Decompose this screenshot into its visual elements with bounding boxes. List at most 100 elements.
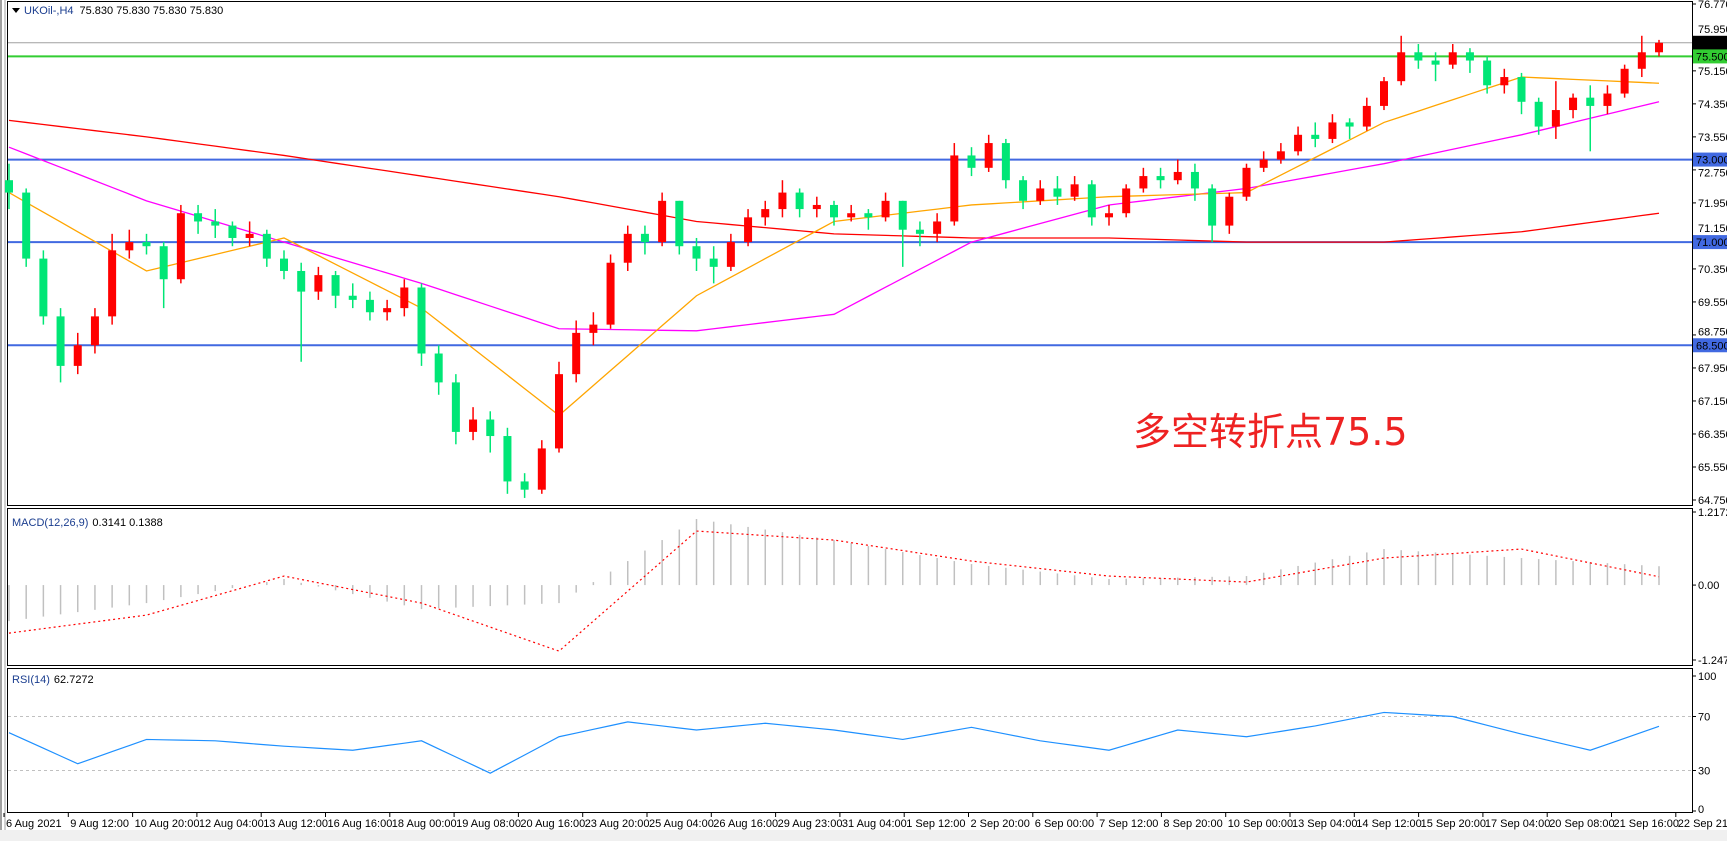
candle-body: [90, 316, 99, 346]
rsi-indicator: [8, 711, 1692, 774]
candle-body: [1431, 60, 1440, 65]
time-tick-label: 13 Sep 04:00: [1292, 818, 1357, 830]
candle-body: [589, 324, 598, 333]
candle-body: [830, 204, 838, 218]
price-tick-label: 70.350: [1698, 264, 1727, 276]
level-tag-bg: [1693, 235, 1727, 250]
candle-body: [1019, 180, 1028, 201]
dropdown-triangle-icon[interactable]: [12, 8, 20, 13]
ma-slow-line: [8, 119, 1660, 243]
price-tick-label: 69.550: [1698, 297, 1727, 309]
time-tick-label: 18 Aug 00:00: [392, 818, 457, 830]
candle-body: [1053, 188, 1062, 197]
candle-body: [1225, 196, 1234, 226]
candle-body: [1414, 52, 1423, 61]
candle-body: [1105, 213, 1113, 218]
price-tick-label: 66.350: [1698, 429, 1727, 441]
candle-body: [142, 242, 151, 247]
candle-body: [1328, 122, 1337, 139]
level-tag-bg: [1693, 152, 1727, 167]
price-tick-label: 74.350: [1698, 99, 1727, 111]
macd-tick-label: 1.2172: [1698, 507, 1727, 519]
candle-body: [73, 345, 82, 366]
time-tick-label: 9 Aug 12:00: [70, 818, 129, 830]
level-tag-label: 73.000: [1696, 155, 1727, 167]
rsi-label: RSI(14) 62.7272: [12, 674, 94, 686]
time-tick-label: 25 Aug 04:00: [649, 818, 714, 830]
candle-body: [640, 233, 649, 243]
candle-body: [1637, 52, 1646, 69]
candle-body: [1208, 188, 1217, 226]
macd-tick-label: 0.00: [1698, 580, 1719, 592]
candle-body: [451, 382, 460, 432]
candle-body: [1036, 188, 1045, 201]
candle-body: [915, 229, 924, 234]
macd-indicator: [8, 519, 1660, 652]
candle-body: [658, 200, 667, 243]
candle-body: [1001, 143, 1010, 181]
candle-body: [537, 448, 546, 490]
candle-body: [692, 246, 701, 259]
candle-body: [469, 419, 478, 432]
candle-body: [22, 192, 31, 259]
rsi-panel-frame: [7, 668, 1693, 813]
candle-body: [847, 213, 856, 218]
rsi-axis: 100 70 30 0: [1692, 671, 1716, 816]
level-tag-label: 68.500: [1696, 340, 1727, 352]
price-tick-label: 65.550: [1698, 462, 1727, 474]
candle-body: [314, 275, 323, 292]
time-tick-label: 15 Sep 20:00: [1421, 818, 1486, 830]
time-tick-label: 20 Sep 08:00: [1549, 818, 1614, 830]
candle-body: [1397, 52, 1406, 82]
price-tick-label: 76.770: [1698, 0, 1727, 11]
candle-body: [1156, 176, 1165, 181]
candle-body: [176, 213, 185, 280]
candle-body: [898, 200, 907, 230]
candle-body: [864, 213, 873, 218]
candle-body: [297, 270, 306, 292]
candle-body: [159, 246, 168, 280]
candle-body: [726, 242, 735, 267]
price-tick-label: 71.150: [1698, 223, 1727, 235]
price-tick-label: 73.550: [1698, 132, 1727, 144]
candle-body: [1448, 52, 1457, 65]
candle-body: [572, 332, 581, 375]
horizontal-levels[interactable]: [8, 42, 1692, 347]
macd-label: MACD(12,26,9) 0.3141 0.1388: [12, 517, 163, 529]
time-tick-label: 16 Aug 16:00: [328, 818, 393, 830]
time-tick-label: 20 Aug 16:00: [520, 818, 585, 830]
candle-body: [1294, 134, 1303, 152]
price-tick-label: 67.150: [1698, 396, 1727, 408]
macd-panel-frame: [7, 508, 1693, 666]
candle-body: [194, 213, 203, 222]
time-axis[interactable]: 6 Aug 2021 9 Aug 12:00 10 Aug 20:00 12 Aug …: [3, 813, 1727, 830]
candle-body: [5, 180, 13, 193]
time-tick-label: 19 Aug 08:00: [456, 818, 521, 830]
candle-body: [1259, 159, 1268, 168]
candle-body: [262, 233, 271, 259]
candle-body: [1586, 97, 1595, 106]
candle-body: [211, 221, 220, 226]
price-tick-label: 75.950: [1698, 24, 1727, 36]
time-tick-label: 21 Sep 16:00: [1614, 818, 1679, 830]
candle-body: [675, 200, 684, 247]
rsi-line: [8, 711, 1660, 774]
candles: [5, 35, 1663, 498]
macd-axis: 1.2172 0.00 -1.2479: [1692, 507, 1727, 667]
candle-body: [520, 481, 529, 490]
level-tag-bg: [1693, 35, 1727, 50]
level-tag-label: 75.500: [1696, 51, 1727, 63]
candle-body: [1380, 81, 1388, 106]
candle-body: [1362, 105, 1371, 127]
candle-body: [1517, 77, 1526, 102]
level-tag-bg: [1693, 49, 1727, 64]
macd-tick-label: -1.2479: [1698, 655, 1727, 667]
candle-body: [795, 192, 804, 210]
price-axis[interactable]: 76.770 75.950 75.150 74.350 73.550 72.750 71.9…: [1692, 0, 1727, 507]
candle-body: [1311, 134, 1320, 139]
candle-body: [984, 143, 993, 168]
time-tick-label: 26 Aug 16:00: [713, 818, 778, 830]
candle-body: [812, 204, 821, 210]
